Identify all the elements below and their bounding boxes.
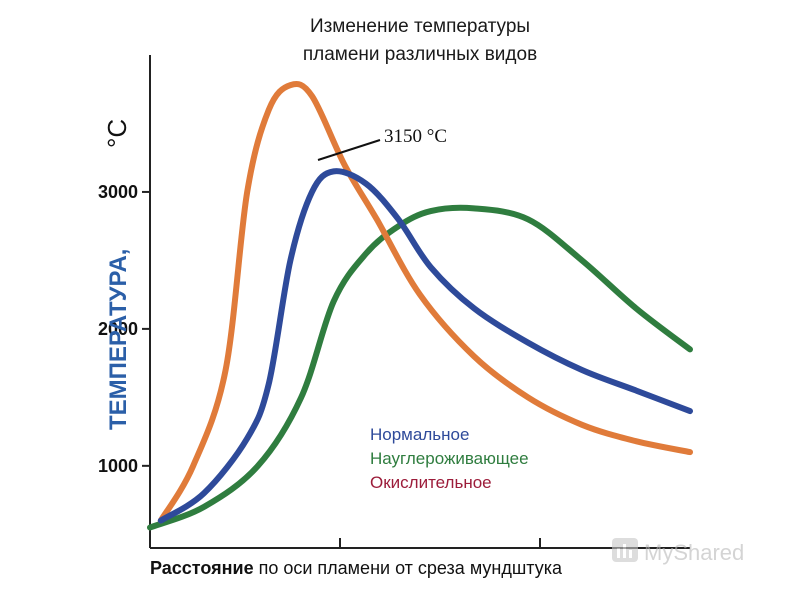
watermark-icon-bar-2 [623, 544, 626, 558]
annotation-leader [317, 139, 381, 161]
series-line-oxidizing [157, 80, 693, 524]
x-axis-label-bold: Расстояние [150, 558, 254, 578]
y-axis-unit: °С [102, 119, 132, 148]
y-ticks: 1000 2000 3000 [98, 182, 150, 476]
watermark-icon-bar-1 [617, 548, 620, 558]
x-axis-label: Расстояние по оси пламени от среза мундш… [150, 558, 562, 579]
y-axis-label: ТЕМПЕРАТУРА, [105, 249, 132, 430]
y-tick-label-3000: 3000 [98, 182, 138, 202]
series-line-normal [157, 168, 693, 524]
legend-item-normal: Нормальное [370, 425, 469, 444]
watermark-text: MyShared [644, 540, 744, 565]
x-axis-label-rest: по оси пламени от среза мундштука [253, 558, 563, 578]
series-line-carburizing [147, 204, 693, 531]
annotation-peak: 3150 °С [384, 126, 447, 147]
legend-item-carburizing: Науглероживающее [370, 449, 529, 468]
watermark-icon-bar-3 [629, 550, 632, 558]
legend-item-oxidizing: Окислительное [370, 473, 492, 492]
y-tick-label-2000: 2000 [98, 319, 138, 339]
chart-title-line-1: Изменение температуры [310, 16, 530, 37]
series-group [147, 80, 693, 531]
chart-title-line-2: пламени различных видов [303, 44, 537, 65]
y-tick-label-1000: 1000 [98, 456, 138, 476]
watermark-logo: MyShared [612, 538, 744, 565]
